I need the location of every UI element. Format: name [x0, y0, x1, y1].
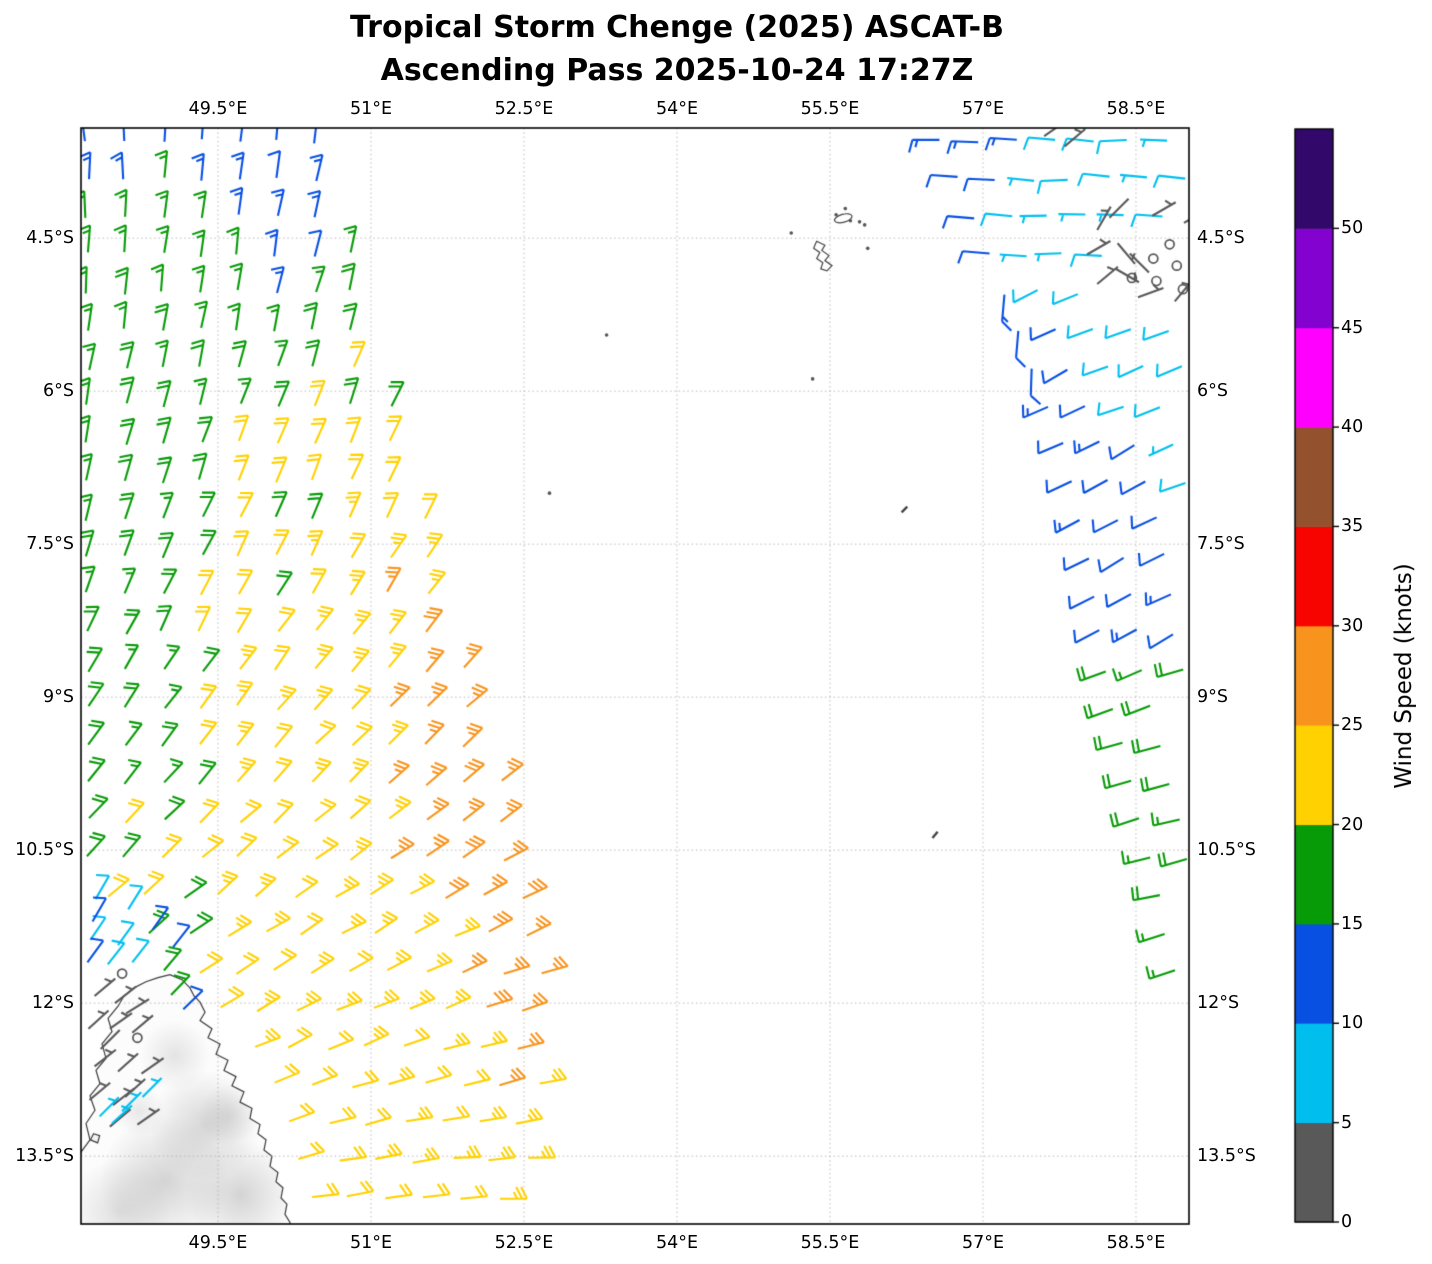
x-tick-label-bottom: 49.5°E — [188, 1233, 248, 1253]
colorbar-tick-label: 30 — [1341, 615, 1364, 636]
x-tick-label-bottom: 51°E — [349, 1233, 393, 1253]
y-tick-label-right: 9°S — [1197, 687, 1228, 708]
y-tick-label-left: 7.5°S — [26, 534, 74, 555]
title-line-2: Ascending Pass 2025-10-24 17:27Z — [380, 53, 974, 88]
title-line-1: Tropical Storm Chenge (2025) ASCAT-B — [350, 10, 1004, 45]
y-tick-label-left: 4.5°S — [26, 228, 74, 249]
y-tick-label-right: 6°S — [1197, 381, 1228, 402]
y-tick-label-left: 6°S — [43, 381, 74, 402]
colorbar-tick-label: 0 — [1341, 1212, 1353, 1232]
x-tick-label-bottom: 52.5°E — [494, 1233, 554, 1253]
colorbar-tick-label: 50 — [1341, 218, 1364, 239]
chart-title: Tropical Storm Chenge (2025) ASCAT-B Asc… — [0, 6, 1354, 92]
y-tick-label-left: 10.5°S — [15, 840, 74, 861]
x-tick-label-top: 54°E — [655, 99, 699, 119]
x-tick-label-bottom: 58.5°E — [1106, 1233, 1166, 1253]
y-tick-label-right: 12°S — [1197, 993, 1240, 1014]
x-tick-label-bottom: 54°E — [655, 1233, 699, 1253]
y-tick-label-left: 13.5°S — [15, 1146, 74, 1167]
y-tick-label-right: 13.5°S — [1197, 1146, 1256, 1167]
y-tick-label-right: 10.5°S — [1197, 840, 1256, 861]
colorbar-tick-label: 20 — [1341, 814, 1364, 835]
y-tick-label-right: 7.5°S — [1197, 534, 1245, 555]
x-tick-label-top: 52.5°E — [494, 99, 554, 119]
x-tick-label-top: 55.5°E — [800, 99, 860, 119]
colorbar-tick-label: 5 — [1341, 1112, 1353, 1133]
colorbar-tick-label: 35 — [1341, 516, 1364, 537]
x-tick-label-top: 49.5°E — [188, 99, 248, 119]
x-tick-label-bottom: 55.5°E — [800, 1233, 860, 1253]
colorbar-tick-label: 25 — [1341, 715, 1364, 736]
y-tick-label-left: 12°S — [31, 993, 74, 1014]
y-tick-label-left: 9°S — [43, 687, 74, 708]
colorbar-tick-label: 15 — [1341, 913, 1364, 934]
x-tick-label-top: 58.5°E — [1106, 99, 1166, 119]
colorbar-tick-label: 10 — [1341, 1013, 1364, 1034]
y-tick-label-right: 4.5°S — [1197, 228, 1245, 249]
x-tick-label-top: 51°E — [349, 99, 393, 119]
x-tick-label-top: 57°E — [961, 99, 1005, 119]
colorbar-tick-label: 45 — [1341, 317, 1364, 338]
x-tick-label-bottom: 57°E — [961, 1233, 1005, 1253]
colorbar-tick-label: 40 — [1341, 417, 1364, 438]
